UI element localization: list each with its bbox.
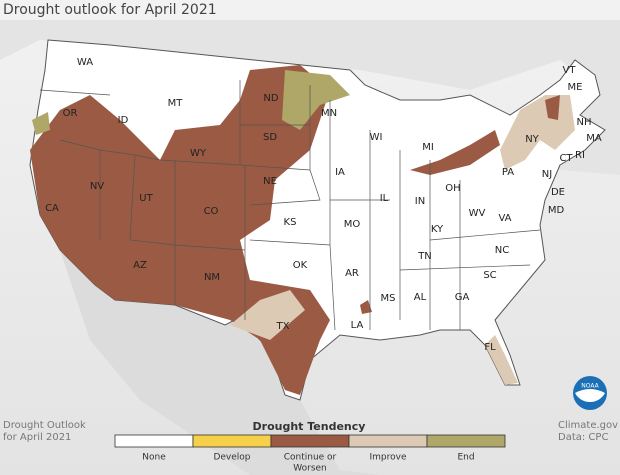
state-label: TN (417, 251, 432, 262)
state-labels: WA OR CA NV ID MT WY UT AZ CO NM ND SD NE KS OK TX MN IA MO… (45, 57, 602, 353)
canada (0, 20, 620, 175)
state-label: IA (335, 167, 345, 178)
state-label: LA (351, 320, 364, 331)
state-label: ME (568, 82, 583, 93)
state-label: RI (575, 150, 585, 161)
state-label: NC (495, 245, 509, 256)
continue-region (545, 95, 560, 120)
drought-regions (30, 65, 575, 395)
mexico (60, 250, 380, 475)
us-land (29, 39, 606, 401)
state-label: AR (345, 268, 359, 279)
state-label: FL (484, 342, 496, 353)
state-label: NV (90, 181, 104, 192)
state-label: WA (77, 57, 93, 68)
state-label: OK (293, 260, 308, 271)
state-label: NM (204, 272, 220, 283)
end-region (282, 70, 350, 130)
state-label: AZ (133, 260, 147, 271)
state-label: NE (263, 176, 277, 187)
legend-swatch (114, 434, 194, 448)
state-label: CO (204, 206, 219, 217)
improve-region (230, 290, 305, 340)
state-label: ID (118, 115, 129, 126)
end-region (32, 112, 50, 135)
footer-right: Climate.gov (558, 420, 618, 431)
state-label: SC (483, 270, 496, 281)
state-label: AL (414, 292, 427, 303)
state-label: KY (431, 224, 444, 235)
state-label: KS (284, 217, 297, 228)
state-label: VA (498, 213, 511, 224)
legend-label: Worsen (293, 464, 327, 474)
legend-label: None (142, 453, 166, 463)
state-label: CT (559, 153, 573, 164)
state-label: SD (263, 132, 277, 143)
state-label: NH (577, 117, 592, 128)
state-label: ND (263, 93, 278, 104)
state-label: WI (370, 132, 383, 143)
legend-swatch (192, 434, 272, 448)
legend-label: Improve (369, 453, 406, 463)
state-label: IL (380, 193, 389, 204)
state-label: OR (63, 108, 78, 119)
legend-label: End (457, 453, 474, 463)
state-label: IN (415, 196, 425, 207)
state-label: CA (45, 203, 59, 214)
state-label: GA (455, 292, 470, 303)
legend-label: Continue or (284, 453, 337, 463)
state-label: UT (139, 193, 153, 204)
continue-region (410, 130, 500, 175)
state-label: NJ (542, 169, 552, 180)
state-label: DE (551, 187, 565, 198)
footer-right: Data: CPC (558, 432, 608, 443)
legend-title: Drought Tendency (253, 420, 366, 433)
legend-swatch (426, 434, 506, 448)
noaa-logo-wave (575, 389, 605, 402)
state-label: PA (502, 167, 514, 178)
state-label: NY (525, 134, 539, 145)
state-label: OH (445, 183, 460, 194)
state-label: MN (321, 108, 337, 119)
legend-label: Develop (213, 453, 250, 463)
state-label: MT (168, 98, 184, 109)
legend-swatch (348, 434, 428, 448)
state-label: MA (586, 133, 602, 144)
state-label: TX (276, 321, 290, 332)
title: Drought outlook for April 2021 (3, 2, 217, 18)
state-label: WV (469, 208, 486, 219)
state-borders (39, 80, 541, 331)
state-label: MD (548, 205, 565, 216)
footer-left: Drought Outlook (3, 420, 86, 431)
state-label: WY (190, 148, 207, 159)
state-label: MI (422, 142, 434, 153)
legend-swatch (270, 434, 350, 448)
state-label: MS (381, 293, 396, 304)
state-label: MO (344, 219, 361, 230)
noaa-logo-text: NOAA (581, 383, 599, 390)
continue-region (360, 300, 372, 314)
footer-left: for April 2021 (3, 432, 71, 443)
improve-region (485, 335, 518, 385)
state-label: VT (563, 65, 577, 76)
